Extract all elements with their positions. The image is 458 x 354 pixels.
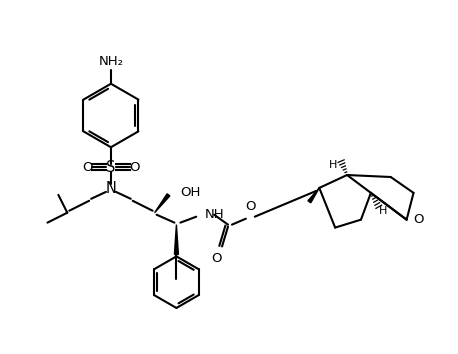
Text: S: S: [106, 160, 115, 175]
Text: O: O: [245, 200, 256, 213]
Text: O: O: [413, 213, 424, 226]
Text: H: H: [329, 160, 337, 170]
Polygon shape: [155, 194, 170, 213]
Text: NH₂: NH₂: [98, 56, 124, 68]
Text: H: H: [379, 206, 387, 216]
Text: O: O: [130, 161, 140, 173]
Text: O: O: [211, 252, 221, 265]
Text: NH: NH: [205, 208, 225, 221]
Text: O: O: [82, 161, 93, 173]
Polygon shape: [308, 188, 319, 203]
Text: N: N: [105, 181, 116, 196]
Polygon shape: [174, 225, 179, 255]
Text: OH: OH: [180, 186, 201, 199]
